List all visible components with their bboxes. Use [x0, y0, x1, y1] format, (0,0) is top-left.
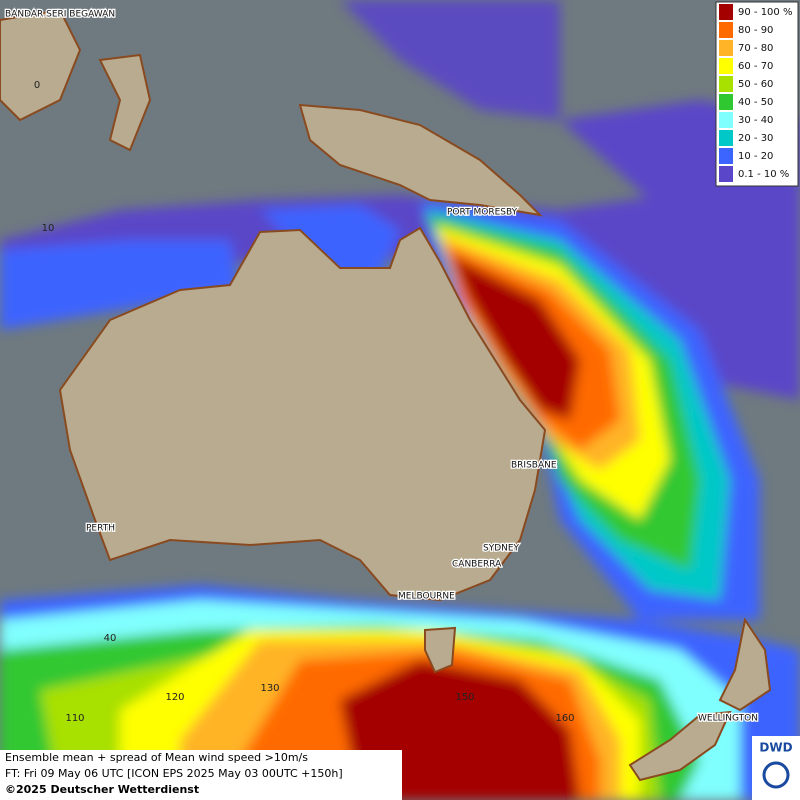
legend-label: 60 - 70 — [738, 61, 773, 72]
logo-box — [752, 736, 800, 800]
graticule-label: 110 — [65, 713, 84, 724]
footer-line: FT: Fri 09 May 06 UTC [ICON EPS 2025 May… — [5, 767, 343, 780]
footer-line: ©2025 Deutscher Wetterdienst — [5, 783, 199, 796]
graticule-label: 40 — [104, 633, 117, 644]
place-label: SYDNEY — [483, 544, 520, 554]
legend-label: 10 - 20 — [738, 151, 773, 162]
place-label: BRISBANE — [511, 461, 557, 471]
legend-label: 30 - 40 — [738, 115, 773, 126]
land — [0, 8, 772, 782]
legend-swatch — [719, 94, 733, 110]
legend-swatch — [719, 130, 733, 146]
legend-swatch — [719, 40, 733, 56]
legend-swatch — [719, 148, 733, 164]
graticule-label: 10 — [42, 223, 55, 234]
graticule-label: 120 — [165, 692, 184, 703]
graticule-label: 150 — [455, 692, 474, 703]
legend-swatch — [719, 166, 733, 182]
logo: DWD — [759, 741, 792, 755]
graticule-label: 160 — [555, 713, 574, 724]
footer-box — [0, 750, 402, 800]
place-label: MELBOURNE — [398, 592, 455, 602]
legend-label: 0.1 - 10 % — [738, 169, 789, 180]
logo-swirl — [762, 761, 790, 789]
legend-swatch — [719, 4, 733, 20]
legend-swatch — [719, 76, 733, 92]
legend-swatch — [719, 112, 733, 128]
place-label: BANDAR SERI BEGAWAN — [5, 10, 115, 20]
legend-label: 20 - 30 — [738, 133, 773, 144]
place-label: WELLINGTON — [698, 714, 758, 724]
legend-label: 50 - 60 — [738, 79, 773, 90]
legend-swatch — [719, 58, 733, 74]
legend-label: 70 - 80 — [738, 43, 773, 54]
graticule-label: 130 — [260, 683, 279, 694]
legend-label: 40 - 50 — [738, 97, 773, 108]
legend-label: 80 - 90 — [738, 25, 773, 36]
graticule-label: 0 — [34, 80, 40, 91]
legend: 90 - 100 % 80 - 90 70 - 80 60 - 70 50 - 60 40… — [715, 1, 799, 187]
legend-label: 90 - 100 % — [738, 7, 792, 18]
place-label: CANBERRA — [452, 560, 502, 570]
legend-swatch — [719, 22, 733, 38]
footer-line: Ensemble mean + spread of Mean wind spee… — [5, 751, 308, 764]
place-label: PORT MORESBY — [447, 208, 518, 218]
place-label: PERTH — [86, 524, 115, 534]
